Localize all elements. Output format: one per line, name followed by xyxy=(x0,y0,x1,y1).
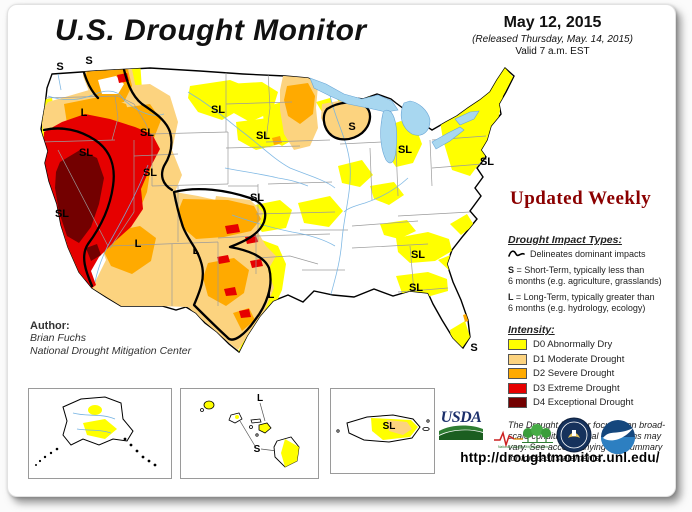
impact-label-s: S xyxy=(56,61,63,73)
author-name: Brian Fuchs xyxy=(30,332,87,344)
impact-label-sl: SL xyxy=(398,144,412,156)
ndmc-trees-icon: National Drought Mitigation Center xyxy=(494,424,553,449)
impact-label-sl: SL xyxy=(250,192,264,204)
impact-label-l: L xyxy=(81,107,88,119)
drought-monitor-url[interactable]: http://droughtmonitor.unl.edu/ xyxy=(460,450,660,465)
noaa-logo xyxy=(600,419,636,460)
intensity-heading: Intensity: xyxy=(508,324,555,336)
impact-definition-l: L = Long-Term, typically greater than 6 m… xyxy=(508,292,655,313)
intensity-label: D1 Moderate Drought xyxy=(533,353,625,365)
intensity-swatch xyxy=(508,382,527,394)
impact-types-heading: Drought Impact Types: xyxy=(508,234,622,246)
impact-label-sl: SL xyxy=(211,104,225,116)
impact-boundaries xyxy=(42,68,372,341)
impact-type-definitions: S = Short-Term, typically less than 6 mon… xyxy=(508,265,678,314)
page-title: U.S. Drought Monitor xyxy=(55,14,367,47)
updated-weekly-note: Updated Weekly xyxy=(510,188,652,209)
intensity-label: D2 Severe Drought xyxy=(533,368,615,379)
intensity-swatch xyxy=(508,368,527,379)
intensity-swatch xyxy=(508,339,527,350)
impact-label-sl: SL xyxy=(55,208,69,220)
impact-label-sl: SL xyxy=(79,147,93,159)
hawaii-inset: L S xyxy=(180,388,319,479)
impact-label-sl: SL xyxy=(411,249,425,261)
intensity-label: D3 Extreme Drought xyxy=(533,382,620,394)
impact-label-l: L xyxy=(135,238,142,250)
author-org: National Drought Mitigation Center xyxy=(30,345,192,357)
hawaii-short-term-label: S xyxy=(254,444,261,455)
puerto-rico-label: SL xyxy=(383,421,396,432)
hawaii-map: L S xyxy=(200,393,300,468)
noaa-seagull-icon xyxy=(601,420,635,454)
author-heading: Author: xyxy=(30,320,70,332)
release-date: (Released Thursday, May. 14, 2015) xyxy=(472,34,633,45)
delineates-label: Delineates dominant impacts xyxy=(530,249,646,259)
impact-label-s: S xyxy=(348,121,355,133)
usda-logo: USDA xyxy=(436,409,486,446)
intensity-row-d2: D2 Severe Drought xyxy=(508,368,678,379)
valid-time: Valid 7 a.m. EST xyxy=(515,46,590,57)
great-lakes xyxy=(309,77,480,164)
impact-label-s: S xyxy=(85,55,92,67)
intensity-row-d3: D3 Extreme Drought xyxy=(508,382,678,394)
commerce-seal-logo xyxy=(556,417,592,458)
commerce-seal-icon xyxy=(556,417,592,453)
impact-label-sl: SL xyxy=(256,130,270,142)
puerto-rico-inset: SL xyxy=(330,388,435,474)
delineates-row: Delineates dominant impacts xyxy=(508,249,678,259)
intensity-row-d1: D1 Moderate Drought xyxy=(508,353,678,365)
impact-label-sl: SL xyxy=(480,156,494,168)
ndmc-logo-text: National Drought Mitigation Center xyxy=(498,445,551,449)
impact-label-l: L xyxy=(193,245,200,257)
author-block: Author: Brian Fuchs National Drought Mit… xyxy=(30,320,191,358)
usda-field-icon xyxy=(439,425,483,440)
hawaii-long-term-label: L xyxy=(257,393,263,404)
puerto-rico-map: SL xyxy=(336,414,430,443)
state-borders xyxy=(41,70,487,306)
intensity-swatch xyxy=(508,397,527,408)
map-date: May 12, 2015 xyxy=(503,14,602,31)
intensity-swatch xyxy=(508,353,527,365)
intensity-row-d0: D0 Abnormally Dry xyxy=(508,339,678,350)
ndmc-logo: National Drought Mitigation Center xyxy=(492,424,556,457)
intensity-label: D0 Abnormally Dry xyxy=(533,339,613,350)
impact-label-sl: SL xyxy=(140,127,154,139)
intensity-label: D4 Exceptional Drought xyxy=(533,397,634,408)
rivers xyxy=(47,73,409,299)
intensity-scale: D0 Abnormally Dry D1 Moderate Drought D2 S… xyxy=(508,339,678,408)
impact-label-s: S xyxy=(470,342,477,354)
usda-logo-text: USDA xyxy=(440,409,482,426)
intensity-row-d4: D4 Exceptional Drought xyxy=(508,397,678,408)
date-block: May 12, 2015 (Released Thursday, May. 14… xyxy=(430,14,675,57)
impact-curve-icon xyxy=(508,250,525,257)
drought-regions xyxy=(41,68,513,352)
alaska-map xyxy=(35,396,157,467)
impact-label-sl: SL xyxy=(143,167,157,179)
impact-label-l: L xyxy=(268,289,275,301)
alaska-inset xyxy=(28,388,172,479)
impact-definition-s: S = Short-Term, typically less than 6 mon… xyxy=(508,265,662,286)
impact-label-sl: SL xyxy=(409,282,423,294)
